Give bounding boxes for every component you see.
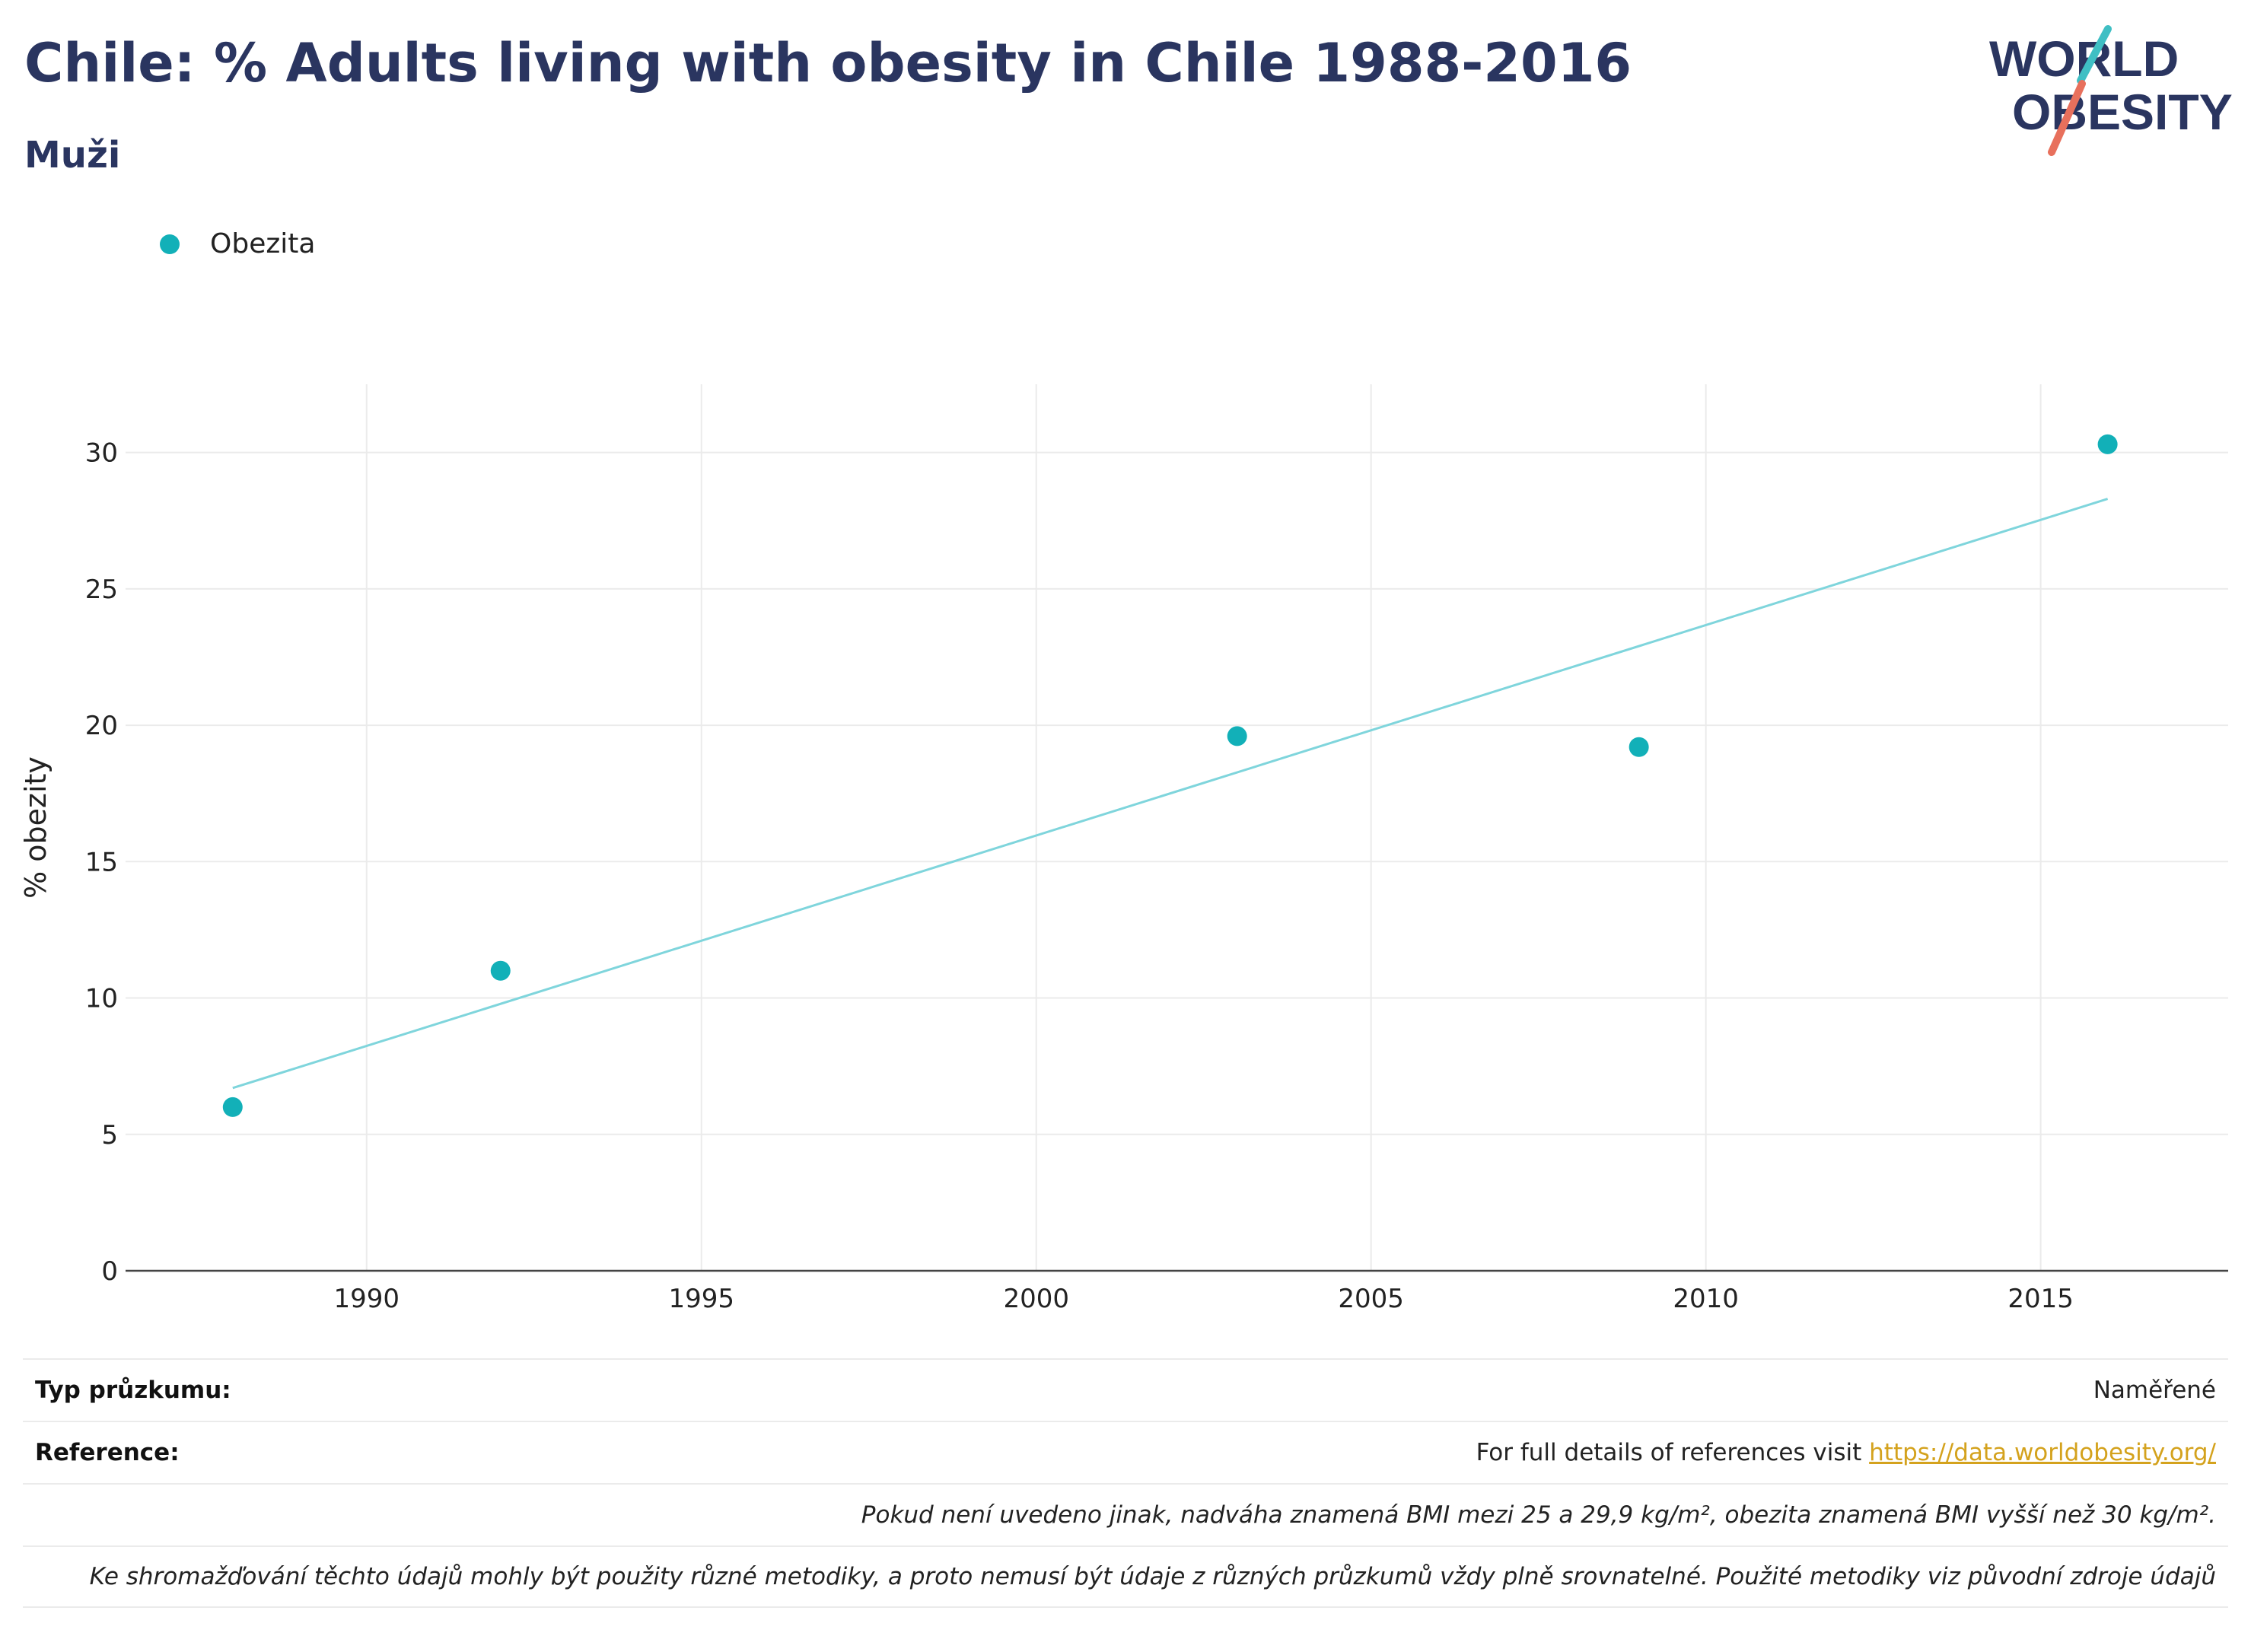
- logo-text-obesity: OBESITY: [2012, 84, 2233, 140]
- legend-marker-obezita: [160, 234, 180, 254]
- y-tick-label: 20: [85, 711, 118, 741]
- footer-row-reference: Reference: For full details of reference…: [23, 1421, 2228, 1483]
- reference-link[interactable]: https://data.worldobesity.org/: [1869, 1439, 2216, 1466]
- y-axis-title: % obezity: [19, 756, 53, 899]
- note-bmi-definition: Pokud není uvedeno jinak, nadváha znamen…: [861, 1501, 2216, 1529]
- y-tick-label: 15: [85, 847, 118, 877]
- x-tick-label: 2010: [1673, 1284, 1739, 1314]
- data-point: [2097, 434, 2118, 454]
- footer-row-survey: Typ průzkumu: Naměřené: [23, 1358, 2228, 1421]
- x-tick-label: 2000: [1003, 1284, 1069, 1314]
- chart-title: Chile: % Adults living with obesity in C…: [24, 32, 1632, 94]
- logo-slash-coral: [2048, 80, 2086, 156]
- footer-row-note-bmi: Pokud není uvedeno jinak, nadváha znamen…: [23, 1483, 2228, 1545]
- survey-type-label: Typ průzkumu:: [35, 1377, 231, 1404]
- survey-type-value: Naměřené: [2093, 1377, 2216, 1404]
- legend-label-obezita: Obezita: [210, 228, 316, 259]
- chart-subtitle: Muži: [24, 134, 121, 177]
- data-point: [490, 960, 511, 981]
- x-tick-label: 2015: [2007, 1284, 2074, 1314]
- y-tick-label: 0: [101, 1256, 118, 1287]
- reference-text: For full details of references visit: [1476, 1439, 1870, 1466]
- x-tick-label: 2005: [1338, 1284, 1404, 1314]
- reference-label: Reference:: [35, 1439, 180, 1466]
- x-tick-label: 1990: [334, 1284, 400, 1314]
- reference-value: For full details of references visit htt…: [1476, 1439, 2216, 1466]
- y-tick-label: 25: [85, 575, 118, 605]
- footer-row-note-methods: Ke shromažďování těchto údajů mohly být …: [23, 1545, 2228, 1608]
- chart-legend[interactable]: Obezita: [160, 228, 315, 259]
- note-methodology: Ke shromažďování těchto údajů mohly být …: [89, 1563, 2216, 1590]
- world-obesity-logo: WORLD OBESITY: [1989, 25, 2233, 156]
- chart-footer: Typ průzkumu: Naměřené Reference: For fu…: [23, 1358, 2228, 1608]
- y-tick-label: 5: [101, 1120, 118, 1151]
- y-tick-label: 30: [85, 438, 118, 469]
- data-point: [1629, 737, 1649, 757]
- scatter-chart: 0 5 10 15 20 25 30 1990 1995 2000 2005 2010 2015 % ob…: [19, 384, 2228, 1314]
- data-point: [222, 1097, 243, 1117]
- y-tick-label: 10: [85, 984, 118, 1014]
- trend-line: [232, 498, 2109, 1090]
- data-point: [1227, 726, 1247, 746]
- x-tick-label: 1995: [668, 1284, 734, 1314]
- logo-slash-teal: [2077, 25, 2112, 84]
